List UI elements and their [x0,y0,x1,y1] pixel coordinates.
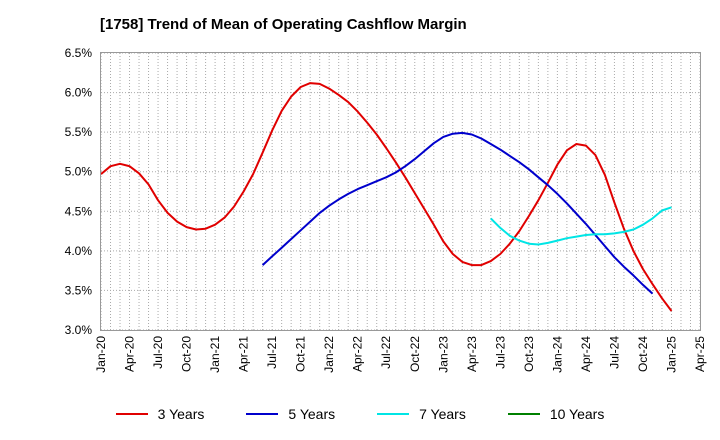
y-tick-label: 6.0% [65,86,93,100]
legend-item: 7 Years [377,404,466,424]
y-tick-label: 5.5% [65,125,93,139]
legend-swatch [507,413,540,415]
x-tick-label: Jan-25 [664,336,678,373]
x-axis-ticks: Jan-20 Apr-20 Jul-20 Oct-20 Jan-21 Apr-21 Jul-… [94,336,707,373]
x-tick-label: Apr-23 [465,336,479,372]
x-tick-label: Jul-24 [607,336,621,369]
x-tick-label: Jan-24 [550,336,564,373]
x-tick-label: Oct-20 [180,336,194,372]
legend-label: 10 Years [549,406,605,422]
x-tick-label: Jan-21 [208,336,222,373]
y-tick-label: 3.5% [65,283,93,297]
chart-title: [1758] Trend of Mean of Operating Cashfl… [100,16,467,33]
x-tick-label: Jan-20 [94,336,108,373]
y-axis-ticks: 3.0% 3.5% 4.0% 4.5% 5.0% 5.5% 6.0% 6.5% [65,46,93,337]
x-tick-label: Apr-20 [123,336,137,372]
x-tick-label: Oct-24 [636,336,650,372]
y-tick-label: 4.5% [65,204,93,218]
series-line-7-years [490,206,672,246]
x-tick-label: Jan-22 [322,336,336,373]
x-tick-label: Oct-23 [522,336,536,372]
legend-label: 5 Years [288,406,336,422]
y-tick-label: 6.5% [65,46,93,60]
legend-item: 10 Years [507,404,605,424]
y-tick-label: 3.0% [65,323,93,337]
x-tick-label: Apr-24 [579,336,593,372]
series-line-3-years [100,82,673,312]
x-tick-label: Apr-25 [693,336,707,372]
x-tick-label: Apr-22 [351,336,365,372]
legend-swatch [246,413,279,415]
x-tick-label: Jul-20 [151,336,165,369]
x-tick-label: Jul-22 [379,336,393,369]
x-tick-label: Jul-21 [265,336,279,369]
legend-item: 3 Years [115,404,205,424]
legend-item: 5 Years [246,404,335,424]
legend-swatch [115,413,148,415]
x-tick-label: Oct-21 [294,336,308,372]
legend-label: 3 Years [157,406,205,422]
x-tick-label: Jul-23 [493,336,507,369]
series-line-5-years [261,131,654,295]
y-tick-label: 5.0% [65,165,93,179]
y-tick-label: 4.0% [65,244,93,258]
legend-label: 7 Years [419,406,466,422]
x-tick-label: Jan-23 [436,336,450,373]
x-tick-label: Oct-22 [408,336,422,372]
legend: 3 Years 5 Years 7 Years 10 Years [0,404,720,424]
series-lines [100,82,673,312]
legend-swatch [377,413,410,415]
x-tick-label: Apr-21 [237,336,251,372]
plot-frame [100,52,701,331]
